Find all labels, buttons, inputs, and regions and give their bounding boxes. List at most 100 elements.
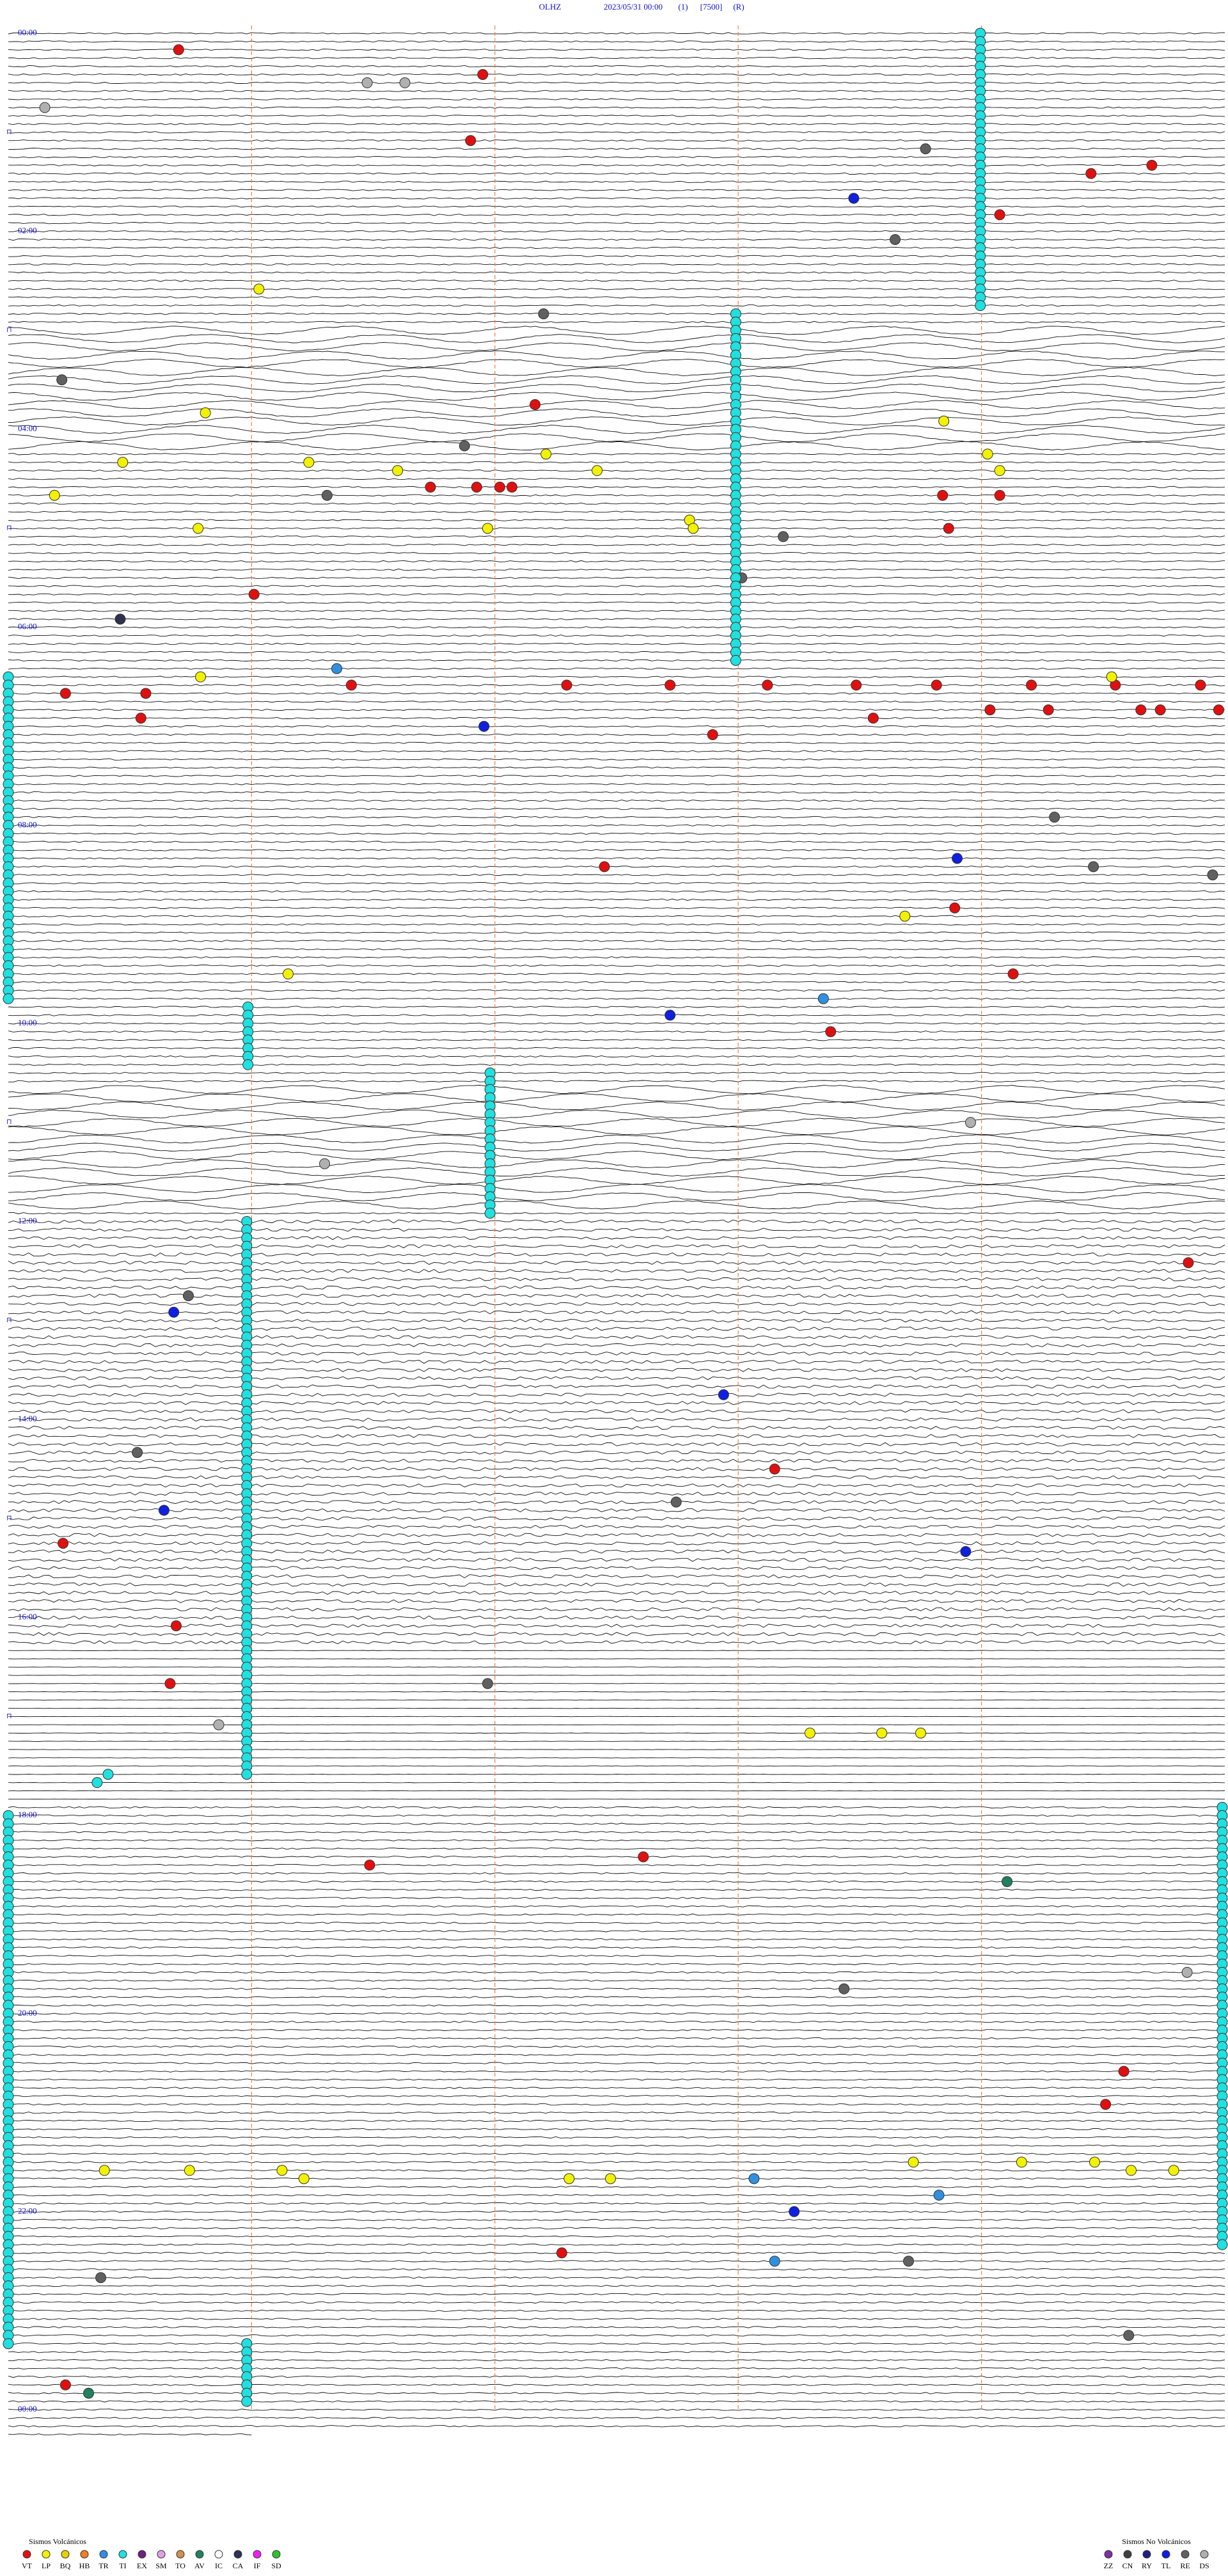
trace (8, 1766, 1225, 1767)
trace (8, 2095, 1225, 2098)
trace (8, 2210, 1225, 2213)
event-marker (98, 2165, 110, 2176)
event-run (3, 1810, 14, 2350)
event-marker (303, 457, 315, 468)
trace (8, 2136, 1225, 2138)
event-marker (838, 1983, 850, 1995)
hour-tick: ⊓ (6, 326, 12, 334)
event-marker (193, 523, 204, 534)
trace (8, 1118, 1225, 1127)
trace (8, 222, 1225, 225)
event-marker (762, 679, 773, 691)
trace (8, 255, 1225, 257)
trace (8, 1632, 1225, 1636)
trace (8, 535, 1225, 538)
event-marker (241, 1769, 253, 1780)
event-marker (1195, 679, 1206, 691)
trace (8, 2276, 1225, 2279)
event-marker (769, 1463, 780, 1474)
event-marker (282, 968, 294, 980)
trace (8, 2012, 1225, 2015)
trace (8, 106, 1225, 109)
trace (8, 725, 1225, 728)
trace (8, 1963, 1225, 1966)
trace (8, 189, 1225, 191)
event-marker (665, 1009, 676, 1021)
trace (8, 1922, 1225, 1924)
trace (8, 2004, 1225, 2007)
trace (8, 1384, 1225, 1389)
event-marker (561, 679, 572, 691)
legend-swatch (1104, 2550, 1113, 2559)
event-marker (730, 654, 741, 666)
trace (8, 1393, 1225, 1397)
trace (8, 1640, 1225, 1645)
trace (8, 73, 1225, 76)
hour-label: 08:00 (18, 819, 37, 829)
event-marker (920, 143, 931, 155)
legend-code: LP (42, 2561, 51, 2570)
trace (8, 2243, 1225, 2246)
legend-swatch (80, 2550, 89, 2559)
event-marker (1135, 704, 1147, 716)
event-marker (949, 902, 961, 913)
trace (8, 766, 1225, 769)
trace (8, 1260, 1225, 1265)
trace (8, 1691, 1225, 1693)
event-marker (135, 713, 146, 724)
event-marker (848, 193, 860, 204)
event-marker (182, 1290, 194, 1302)
trace (8, 1774, 1225, 1775)
trace (8, 1039, 1225, 1041)
legend-code: SD (271, 2561, 281, 2570)
event-marker (399, 77, 411, 88)
trace (8, 312, 1225, 315)
event-run (241, 2338, 253, 2407)
trace (8, 865, 1225, 868)
trace (8, 2021, 1225, 2023)
event-marker (1085, 168, 1097, 179)
trace (8, 741, 1225, 744)
legend-code: IF (254, 2561, 261, 2570)
traces (8, 32, 1225, 2436)
trace (8, 1483, 1225, 1488)
trace (8, 2087, 1225, 2089)
trace (8, 1888, 1225, 1891)
trace (8, 1516, 1225, 1521)
trace (8, 320, 1225, 324)
trace (8, 568, 1225, 571)
trace (8, 832, 1225, 835)
event-marker (938, 415, 950, 427)
event-marker (1213, 704, 1224, 716)
event-marker (140, 688, 152, 699)
date: 2023/05/31 00:00 (604, 2, 663, 12)
event-marker (248, 589, 260, 600)
trace (8, 1987, 1225, 1990)
event-marker (168, 1306, 180, 1318)
trace (8, 1335, 1225, 1339)
event-marker (707, 729, 718, 740)
event-marker (975, 300, 986, 312)
legend-title: Sismos Volcánicos (29, 2537, 86, 2546)
trace (8, 1979, 1225, 1982)
trace (8, 326, 1225, 335)
trace (8, 2392, 1225, 2394)
event-marker (876, 1727, 888, 1739)
event-marker (851, 679, 862, 691)
event-marker (56, 374, 68, 386)
trace (8, 2252, 1225, 2254)
trace (8, 1134, 1225, 1144)
legend-swatch (214, 2550, 223, 2559)
event-marker (494, 481, 505, 493)
trace (8, 1938, 1225, 1941)
trace (8, 1897, 1225, 1899)
event-marker (670, 1496, 682, 1508)
event-marker (540, 448, 552, 460)
trace (8, 1327, 1225, 1331)
trace (8, 263, 1225, 265)
trace (8, 1508, 1225, 1513)
event-marker (425, 481, 436, 493)
trace (8, 2202, 1225, 2205)
trace (8, 1071, 1225, 1074)
trace (8, 1615, 1225, 1620)
